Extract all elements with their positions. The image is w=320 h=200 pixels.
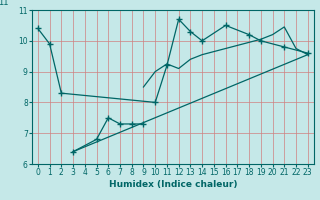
X-axis label: Humidex (Indice chaleur): Humidex (Indice chaleur) xyxy=(108,180,237,189)
Text: 11: 11 xyxy=(0,0,9,7)
